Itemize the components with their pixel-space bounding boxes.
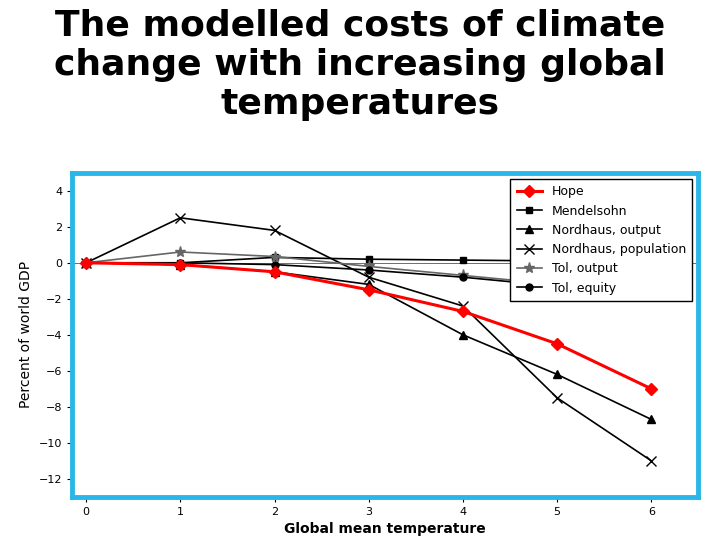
Nordhaus, output — [553, 371, 562, 377]
Line: Hope: Hope — [82, 259, 655, 393]
Mendelsohn — [553, 258, 562, 264]
Nordhaus, population — [176, 214, 184, 221]
Nordhaus, population — [647, 457, 656, 464]
Hope — [364, 287, 373, 293]
Nordhaus, population — [459, 303, 467, 309]
Hope — [82, 260, 91, 266]
Hope — [270, 268, 279, 275]
Tol, equity — [647, 294, 656, 300]
Mendelsohn — [270, 254, 279, 261]
Mendelsohn — [82, 260, 91, 266]
Nordhaus, population — [553, 395, 562, 401]
Y-axis label: Percent of world GDP: Percent of world GDP — [19, 261, 33, 408]
Tol, output — [176, 249, 184, 255]
Line: Tol, equity: Tol, equity — [83, 259, 654, 300]
Tol, output — [364, 263, 373, 269]
Tol, equity — [82, 260, 91, 266]
Tol, output — [647, 287, 656, 293]
Line: Nordhaus, population: Nordhaus, population — [81, 213, 656, 465]
Line: Mendelsohn: Mendelsohn — [83, 254, 654, 266]
Hope — [647, 386, 656, 392]
Mendelsohn — [364, 256, 373, 262]
Mendelsohn — [647, 259, 656, 265]
Nordhaus, output — [176, 261, 184, 268]
Tol, equity — [270, 261, 279, 268]
Nordhaus, output — [364, 281, 373, 288]
Nordhaus, population — [270, 227, 279, 234]
Hope — [459, 308, 467, 315]
Line: Tol, output: Tol, output — [81, 246, 657, 295]
Nordhaus, output — [270, 268, 279, 275]
Mendelsohn — [459, 257, 467, 264]
Hope — [553, 341, 562, 347]
Nordhaus, output — [82, 260, 91, 266]
Tol, output — [82, 260, 91, 266]
Nordhaus, output — [459, 332, 467, 338]
Line: Nordhaus, output: Nordhaus, output — [82, 259, 655, 423]
Nordhaus, population — [364, 274, 373, 280]
Tol, equity — [176, 260, 184, 266]
Hope — [176, 261, 184, 268]
Tol, equity — [553, 283, 562, 289]
Tol, output — [270, 253, 279, 260]
Tol, output — [553, 281, 562, 288]
X-axis label: Global mean temperature: Global mean temperature — [284, 522, 486, 536]
Tol, equity — [364, 267, 373, 273]
Legend: Hope, Mendelsohn, Nordhaus, output, Nordhaus, population, Tol, output, Tol, equi: Hope, Mendelsohn, Nordhaus, output, Nord… — [510, 179, 692, 301]
Nordhaus, output — [647, 416, 656, 423]
Text: The modelled costs of climate
change with increasing global
temperatures: The modelled costs of climate change wit… — [54, 9, 666, 122]
Nordhaus, population — [82, 260, 91, 266]
Mendelsohn — [176, 260, 184, 266]
Tol, output — [459, 272, 467, 279]
Tol, equity — [459, 274, 467, 280]
